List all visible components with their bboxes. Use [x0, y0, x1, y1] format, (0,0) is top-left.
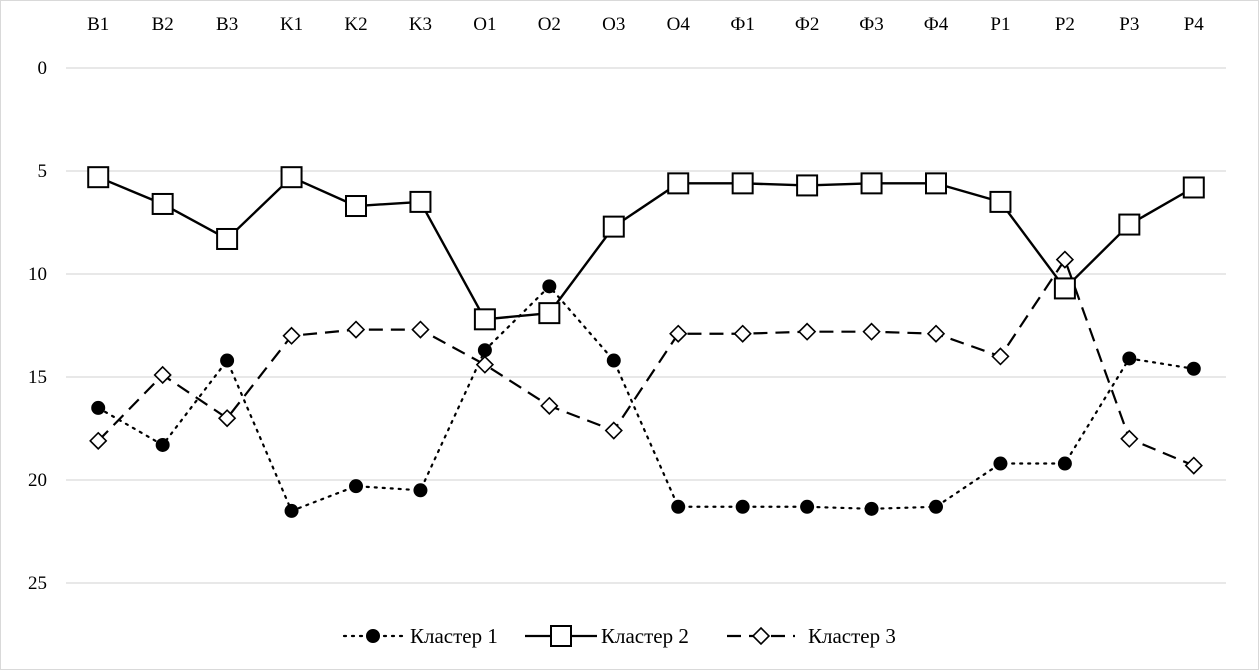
series-line-3: [97, 258, 1195, 467]
x-tick-label: P2: [1055, 14, 1075, 35]
x-tick-label: P1: [990, 14, 1010, 35]
series-1-point: [1122, 351, 1137, 366]
series-2-point: [473, 308, 496, 331]
series-2-point: [1053, 277, 1076, 300]
series-3-point: [411, 320, 430, 339]
series-1-point: [220, 353, 235, 368]
legend-label-2: Кластер 2: [601, 624, 689, 648]
x-tick-label: P4: [1184, 14, 1205, 35]
x-tick-label: O4: [667, 14, 691, 35]
series-2-point: [1182, 176, 1205, 199]
series-3-point: [346, 320, 366, 339]
series-2-point: [860, 172, 883, 195]
series-3-point: [89, 431, 108, 450]
series-1-point: [606, 353, 621, 368]
y-tick-label: 15: [28, 367, 47, 388]
series-1-point: [155, 437, 170, 452]
x-tick-label: Ф3: [859, 14, 884, 35]
series-1-point: [993, 456, 1008, 471]
series-1-point: [284, 503, 299, 518]
series-1-point: [1186, 361, 1201, 376]
series-1-point: [671, 499, 686, 514]
legend-marker-3: [751, 626, 771, 646]
series-3-point: [797, 322, 817, 341]
series-1-point: [735, 499, 750, 514]
series-3-point: [862, 322, 881, 341]
x-tick-label: Ф2: [795, 14, 820, 35]
series-1-point: [477, 343, 492, 358]
x-tick-label: O1: [473, 14, 496, 35]
legend-label-1: Кластер 1: [410, 624, 498, 648]
x-tick-label: K1: [280, 14, 303, 35]
series-3-point: [991, 347, 1010, 366]
series-3-point: [669, 324, 688, 343]
series-2-point: [216, 227, 239, 250]
series-2-point: [796, 174, 819, 197]
legend-label-3: Кластер 3: [808, 624, 896, 648]
x-tick-label: K3: [409, 14, 432, 35]
series-2-point: [602, 215, 625, 238]
series-1-point: [929, 499, 943, 514]
series-3-point: [1055, 250, 1075, 269]
x-tick-label: Ф1: [730, 14, 755, 35]
series-3-point: [217, 409, 237, 428]
series-2-point: [989, 190, 1012, 213]
series-2-point: [280, 166, 303, 189]
series-3-point: [1184, 456, 1203, 475]
series-1-point: [800, 499, 815, 514]
series-2-point: [151, 192, 174, 215]
series-1-point: [1057, 456, 1072, 471]
x-tick-label: K2: [344, 14, 367, 35]
series-1-point: [91, 400, 106, 415]
series-line-2: [97, 175, 1195, 321]
series-1-point: [542, 279, 557, 294]
series-2-point: [925, 172, 947, 195]
series-2-point: [1118, 213, 1141, 236]
x-tick-label: B2: [152, 14, 174, 35]
y-tick-label: 0: [38, 58, 48, 79]
series-2-point: [409, 190, 432, 213]
y-tick-label: 25: [28, 573, 47, 594]
series-2-point: [87, 166, 110, 189]
x-tick-label: P3: [1119, 14, 1139, 35]
series-1-point: [413, 483, 428, 498]
series-3-point: [1120, 429, 1139, 448]
series-3-point: [540, 396, 559, 415]
legend-marker-2: [550, 625, 572, 647]
series-2-point: [667, 172, 690, 195]
y-tick-label: 5: [38, 161, 48, 182]
series-3-point: [926, 324, 946, 343]
x-tick-label: O2: [538, 14, 561, 35]
series-2-point: [731, 172, 754, 195]
series-line-1: [97, 285, 1195, 512]
series-1-point: [349, 479, 363, 494]
series-3-point: [153, 365, 172, 385]
series-2-point: [345, 195, 367, 218]
series-2-point: [538, 302, 561, 325]
x-tick-label: O3: [602, 14, 625, 35]
x-tick-label: B3: [216, 14, 238, 35]
x-tick-label: B1: [87, 14, 109, 35]
x-tick-label: Ф4: [924, 14, 949, 35]
series-1-point: [864, 501, 879, 516]
series-3-point: [475, 355, 495, 374]
legend-marker-1: [366, 629, 380, 643]
series-3-point: [282, 326, 301, 345]
y-tick-label: 10: [28, 264, 47, 285]
y-tick-label: 20: [28, 470, 47, 491]
series-3-point: [733, 324, 752, 343]
series-3-point: [604, 421, 623, 440]
